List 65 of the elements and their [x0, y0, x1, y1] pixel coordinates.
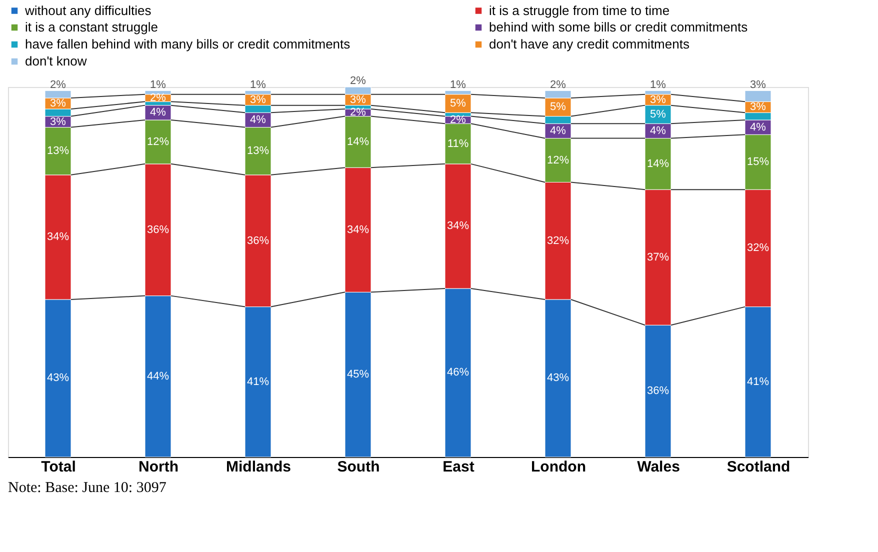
- data-label: 12%: [546, 154, 570, 166]
- data-label: 44%: [146, 370, 170, 382]
- data-label: 4%: [650, 124, 666, 137]
- data-label: 5%: [550, 101, 566, 114]
- legend-label: without any difficulties: [24, 2, 152, 18]
- data-label: 5%: [650, 108, 666, 120]
- x-tick-label: East: [442, 458, 474, 476]
- data-label: 3%: [250, 94, 266, 106]
- data-label: 5%: [450, 97, 466, 110]
- data-label: 4%: [750, 121, 766, 134]
- legend-label: it is a constant struggle: [25, 20, 158, 34]
- data-label: 3%: [750, 101, 766, 114]
- x-tick-label: Midlands: [226, 458, 292, 476]
- data-label: 45%: [346, 368, 370, 381]
- data-label: 34%: [46, 231, 70, 244]
- legend-label: it is a struggle from time to time: [489, 2, 670, 18]
- data-label: 3%: [50, 97, 66, 110]
- legend-label: have fallen behind with many bills or credit commitments: [25, 36, 351, 52]
- data-label: 4%: [550, 124, 566, 137]
- data-label: 13%: [46, 145, 70, 158]
- data-label: 1%: [450, 78, 466, 91]
- text: Note: Base: June 10: 3097: [8, 480, 167, 496]
- data-label: 1%: [250, 78, 266, 91]
- data-label: 3%: [750, 78, 766, 91]
- data-label: 14%: [646, 158, 670, 170]
- data-label: 2%: [550, 78, 566, 91]
- x-tick-label: London: [531, 458, 586, 476]
- data-label: 14%: [346, 136, 370, 148]
- data-label: 34%: [346, 224, 370, 236]
- data-label: 41%: [246, 376, 270, 388]
- legend-label: don't know: [25, 54, 88, 68]
- data-label: 36%: [246, 234, 270, 247]
- data-label: 2%: [150, 92, 166, 104]
- data-label: 34%: [446, 220, 470, 232]
- x-tick-label: South: [337, 458, 380, 476]
- legend-label: behind with some bills or credit commitments: [489, 20, 748, 34]
- data-label: 11%: [447, 138, 469, 150]
- x-tick-label: Wales: [637, 458, 680, 476]
- data-label: 12%: [146, 136, 170, 148]
- data-label: 1%: [650, 78, 666, 91]
- data-label: 15%: [746, 156, 770, 168]
- data-label: 3%: [650, 94, 666, 106]
- data-label: 3%: [350, 94, 366, 106]
- data-label: 36%: [646, 385, 670, 398]
- data-label: 1%: [150, 78, 166, 91]
- legend-label: don't have any credit commitments: [489, 36, 690, 52]
- data-label: 32%: [546, 234, 570, 247]
- x-tick-label: North: [138, 458, 178, 476]
- data-label: 2%: [450, 114, 466, 126]
- data-label: 37%: [646, 251, 670, 264]
- data-label: 2%: [50, 78, 66, 91]
- data-label: 43%: [546, 372, 570, 384]
- data-label: 2%: [350, 75, 366, 88]
- data-label: 3%: [50, 116, 66, 128]
- data-label: 46%: [446, 366, 470, 379]
- data-label: 4%: [250, 114, 266, 126]
- data-label: 32%: [746, 242, 770, 254]
- data-label: 4%: [150, 106, 166, 119]
- data-label: 41%: [746, 376, 770, 388]
- x-tick-label: Scotland: [726, 458, 790, 476]
- data-label: 2%: [350, 106, 366, 119]
- x-tick-label: Total: [41, 458, 76, 476]
- data-label: 43%: [46, 372, 70, 384]
- data-label: 36%: [146, 224, 170, 236]
- data-label: 13%: [246, 145, 270, 158]
